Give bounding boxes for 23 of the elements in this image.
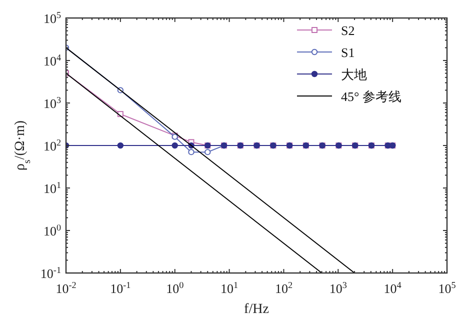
x-tick-label: 10$^{-2}$ [56, 280, 77, 296]
legend-label: S1 [341, 45, 355, 60]
legend-label: S2 [341, 23, 355, 38]
y-tick-label: 10$^{5}$ [43, 10, 62, 26]
x-tick-label: 10$^{2}$ [274, 280, 293, 296]
point [204, 148, 211, 156]
x-tick-label: 10$^{-1}$ [110, 280, 131, 296]
y-tick-label: 10$^{0}$ [43, 222, 62, 238]
point [172, 142, 178, 149]
x-tick-label: 10$^{0}$ [166, 280, 184, 296]
x-tick-label: 10$^{1}$ [220, 280, 238, 296]
legend-label: 大地 [341, 67, 367, 82]
x-tick-label: 10$^{5}$ [438, 280, 456, 296]
x-tick-label: 10$^{4}$ [384, 280, 402, 296]
point [188, 148, 194, 156]
x-axis-title: f/Hz [244, 302, 269, 317]
y-tick-label: 10$^{1}$ [43, 180, 61, 196]
legend-label: 45° 参考线 [341, 89, 402, 104]
x-tick-label: 10$^{3}$ [329, 280, 348, 296]
y-tick-label: 10$^{-1}$ [40, 265, 61, 281]
y-tick-label: 10$^{3}$ [43, 95, 62, 111]
y-tick-label: 10$^{2}$ [43, 138, 62, 154]
y-tick-label: 10$^{4}$ [43, 52, 62, 68]
